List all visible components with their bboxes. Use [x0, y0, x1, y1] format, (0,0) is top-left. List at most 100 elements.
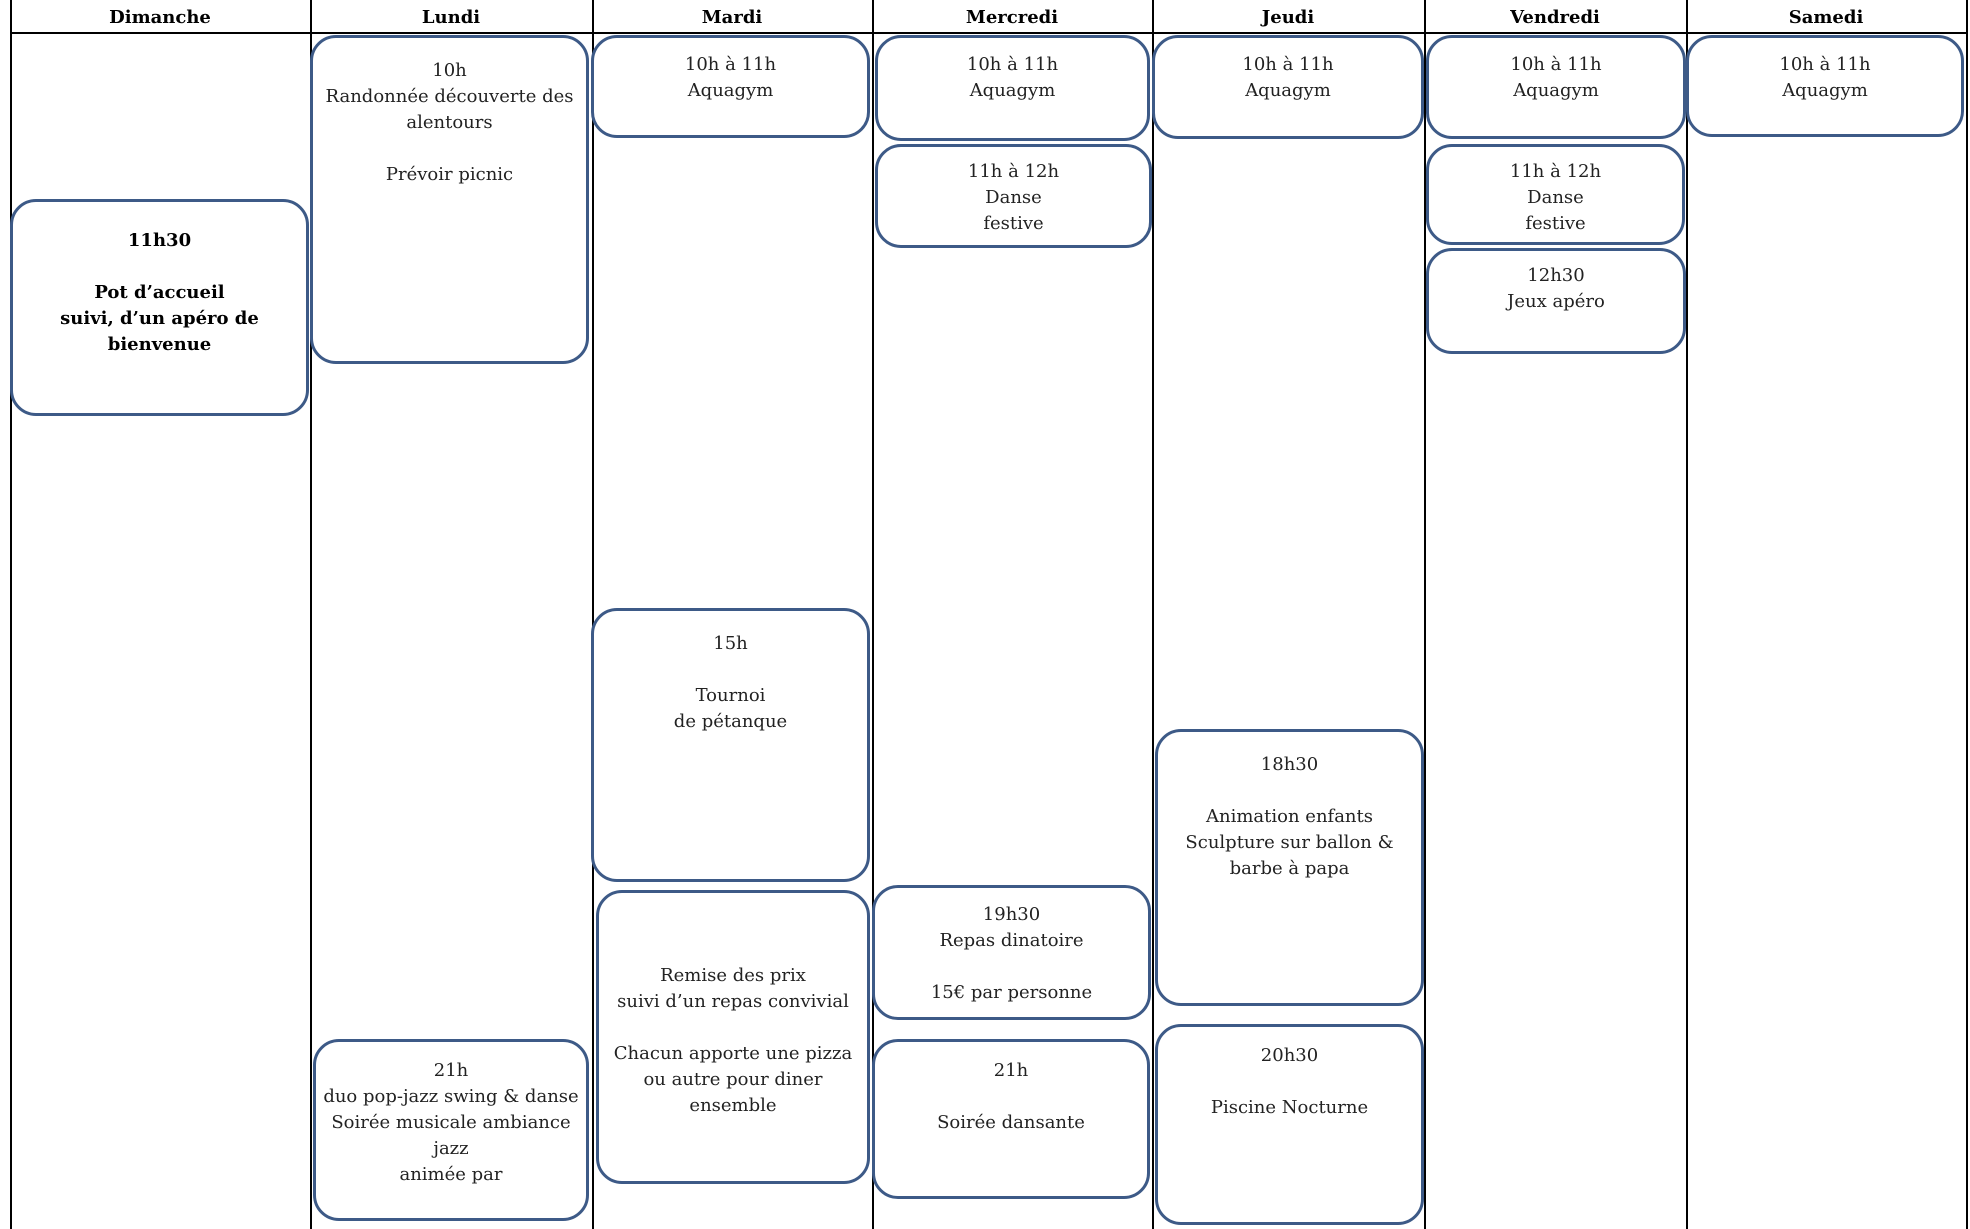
event-box: 10h Randonnée découverte des alentours Prév… — [310, 35, 589, 364]
event-line: suivi d’un repas convivial — [617, 991, 849, 1012]
event-line: 12h30 — [1527, 265, 1585, 286]
event-line: alentours — [406, 112, 493, 133]
event-line: Danse — [1527, 187, 1584, 208]
event-line: Remise des prix — [660, 965, 806, 986]
event-box: Remise des prix suivi d’un repas convivia… — [596, 890, 870, 1184]
event-box: 18h30 Animation enfants Sculpture sur ball… — [1155, 729, 1424, 1006]
event-line: Sculpture sur ballon & — [1185, 832, 1394, 853]
day-header: Samedi — [1686, 0, 1966, 34]
event-line: 19h30 — [982, 904, 1041, 925]
day-column — [592, 0, 872, 1229]
event-line: 10h à 11h — [1510, 54, 1602, 75]
event-line: animée par — [399, 1164, 503, 1185]
event-line: Aquagym — [969, 80, 1056, 101]
event-line: 15h — [713, 633, 748, 654]
event-line: jazz — [433, 1138, 469, 1159]
text-block: Animation enfants Sculpture sur ballon & b… — [1158, 804, 1421, 882]
event-line: Aquagym — [687, 80, 774, 101]
event-line: 11h à 12h — [1509, 161, 1602, 182]
event-line: 21h — [433, 1060, 469, 1081]
event-line: 21h — [993, 1060, 1029, 1081]
event-line: 11h à 12h — [967, 161, 1060, 182]
event-box: 11h30 Pot d’accueil suivi, d’un apéro de b… — [10, 199, 309, 416]
event-line: 10h à 11h — [1779, 54, 1871, 75]
event-line: Pot d’accueil — [94, 282, 225, 303]
day-header: Vendredi — [1424, 0, 1686, 34]
event-box: 10h à 11h Aquagym — [1426, 35, 1686, 139]
event-line: festive — [1525, 213, 1586, 234]
text-block: 20h30 — [1158, 1043, 1421, 1069]
text-block: 21h — [875, 1058, 1147, 1084]
event-line: 10h à 11h — [966, 54, 1059, 75]
day-header: Mercredi — [872, 0, 1152, 34]
event-box: 11h à 12h Danse festive — [875, 144, 1152, 248]
text-block: 10h Randonnée découverte des alentours — [313, 58, 586, 136]
text-block: 11h à 12h Danse festive — [1429, 159, 1682, 237]
event-box: 11h à 12h Danse festive — [1426, 144, 1685, 245]
text-block: 10h à 11h Aquagym — [1155, 52, 1421, 104]
event-line: Aquagym — [1782, 80, 1868, 101]
day-header: Dimanche — [10, 0, 310, 34]
text-block: 15h — [594, 631, 867, 657]
event-line: Tournoi — [695, 685, 766, 706]
day-header: Mardi — [592, 0, 872, 34]
event-box: 20h30 Piscine Nocturne — [1155, 1024, 1424, 1225]
event-box: 15h Tournoi de pétanque — [591, 608, 870, 882]
text-block: 10h à 11h Aquagym — [594, 52, 867, 104]
day-column — [1686, 0, 1966, 1229]
event-line: ensemble — [689, 1095, 777, 1116]
event-line: 15€ par personne — [930, 982, 1093, 1003]
event-line: Piscine Nocturne — [1210, 1097, 1369, 1118]
text-block: Soirée dansante — [875, 1110, 1147, 1136]
day-header: Lundi — [310, 0, 592, 34]
text-block: 10h à 11h Aquagym — [1689, 52, 1961, 104]
event-line: Prévoir picnic — [385, 164, 514, 185]
day-column — [10, 0, 310, 1229]
day-column — [1152, 0, 1424, 1229]
event-line: Randonnée découverte des — [325, 86, 574, 107]
event-line: barbe à papa — [1229, 858, 1350, 879]
event-box: 21h Soirée dansante — [872, 1039, 1150, 1199]
text-block: 10h à 11h Aquagym — [1429, 52, 1683, 104]
day-column — [1424, 0, 1686, 1229]
event-box: 10h à 11h Aquagym — [1686, 35, 1964, 137]
text-block: 18h30 — [1158, 752, 1421, 778]
text-block: 11h30 — [13, 228, 306, 254]
event-line: suivi, d’un apéro de bienvenue — [60, 308, 259, 355]
event-box: 12h30 Jeux apéro — [1426, 248, 1686, 354]
event-line: Soirée dansante — [937, 1112, 1085, 1133]
text-block: 19h30 Repas dinatoire — [875, 902, 1148, 954]
event-line: ou autre pour diner — [643, 1069, 823, 1090]
text-block: 21h duo pop-jazz swing & danse Soirée musi… — [316, 1058, 586, 1188]
event-line: Danse — [985, 187, 1042, 208]
text-block: Piscine Nocturne — [1158, 1095, 1421, 1121]
event-line: de pétanque — [673, 711, 788, 732]
event-box: 19h30 Repas dinatoire 15€ par personne — [872, 885, 1151, 1020]
text-block: 15€ par personne — [875, 980, 1148, 1006]
event-line: Repas dinatoire — [939, 930, 1084, 951]
event-line: 11h30 — [127, 230, 192, 251]
event-line: 18h30 — [1260, 754, 1319, 775]
text-block: Remise des prix suivi d’un repas convivia… — [599, 963, 867, 1015]
event-line: 20h30 — [1260, 1045, 1319, 1066]
event-line: Animation enfants — [1206, 806, 1373, 827]
text-block: 10h à 11h Aquagym — [878, 52, 1147, 104]
event-line: Soirée musicale ambiance — [331, 1112, 571, 1133]
text-block: Pot d’accueil suivi, d’un apéro de bienve… — [13, 280, 306, 358]
event-box: 10h à 11h Aquagym — [1152, 35, 1424, 139]
event-line: 10h à 11h — [684, 54, 777, 75]
day-header: Jeudi — [1152, 0, 1424, 34]
event-line: duo pop-jazz swing & danse — [323, 1086, 579, 1107]
text-block: 11h à 12h Danse festive — [878, 159, 1149, 237]
event-line: Aquagym — [1513, 80, 1599, 101]
day-column — [872, 0, 1152, 1229]
event-line: 10h — [432, 60, 467, 81]
text-block: Prévoir picnic — [313, 162, 586, 188]
text-block: 12h30 Jeux apéro — [1429, 263, 1683, 315]
event-line: Chacun apporte une pizza — [613, 1043, 853, 1064]
text-block: Chacun apporte une pizza ou autre pour di… — [599, 1041, 867, 1119]
right-border — [1966, 0, 1968, 1229]
event-box: 10h à 11h Aquagym — [875, 35, 1150, 141]
event-line: Aquagym — [1245, 80, 1331, 101]
